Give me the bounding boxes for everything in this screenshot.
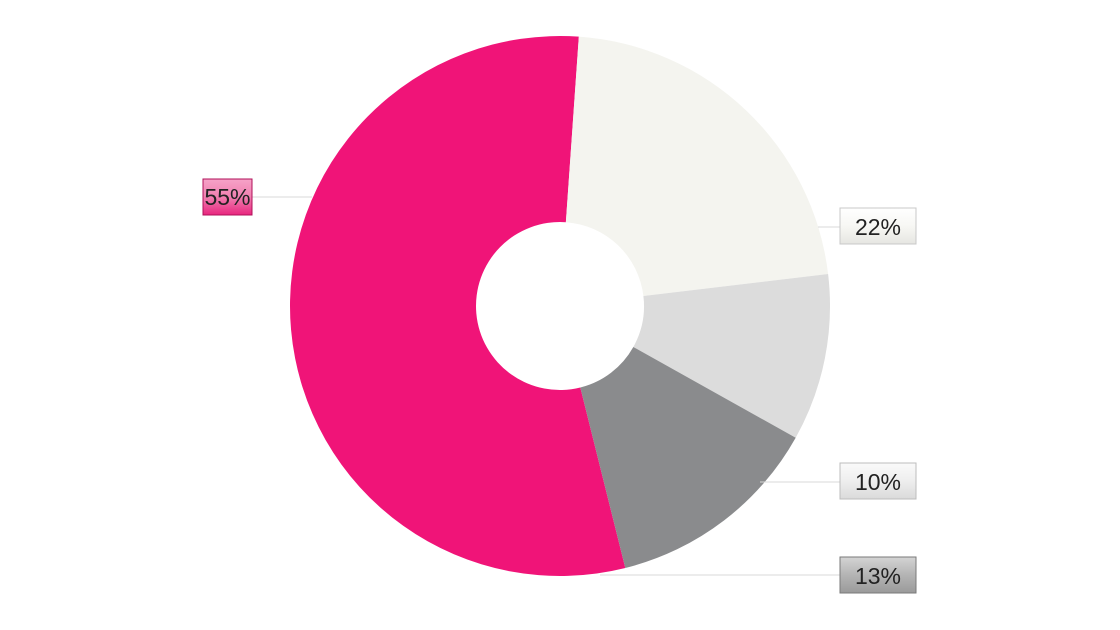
donut-slice-55 [290, 36, 626, 577]
donut-slice-22 [565, 36, 829, 297]
slice-label-text-55: 55% [204, 184, 250, 210]
slice-label-text-13: 13% [855, 563, 901, 589]
slice-label-text-10: 10% [855, 469, 901, 495]
slices-layer [290, 36, 830, 577]
slice-label-text-22: 22% [855, 214, 901, 240]
donut-slice-13 [580, 346, 796, 568]
slice-label-55: 55% [202, 178, 253, 216]
slice-label-10: 10% [839, 462, 917, 500]
slice-label-22: 22% [839, 207, 917, 245]
donut-slice-10 [633, 274, 830, 438]
slice-label-13: 13% [839, 556, 917, 594]
